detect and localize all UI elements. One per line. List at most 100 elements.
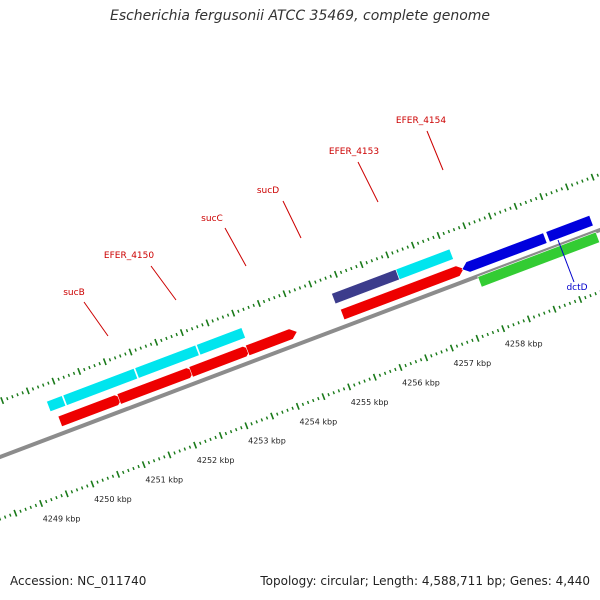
minor-tick: [524, 200, 528, 205]
minor-tick: [545, 193, 548, 197]
major-tick: [590, 173, 595, 181]
minor-tick: [250, 422, 253, 426]
minor-tick: [380, 255, 384, 259]
minor-tick: [34, 503, 38, 508]
minor-tick: [543, 311, 546, 315]
minor-tick: [50, 497, 53, 502]
gene-leader-line: [83, 301, 109, 337]
minor-tick: [106, 476, 110, 480]
gene-label-sucb[interactable]: sucB: [63, 288, 85, 298]
feature-red-10[interactable]: [340, 265, 465, 321]
feature-cyan-3[interactable]: [196, 327, 246, 356]
minor-tick: [55, 495, 58, 500]
minor-tick: [75, 488, 79, 492]
minor-tick: [255, 420, 258, 424]
tick-label: 4256 kbp: [402, 378, 440, 387]
major-tick: [205, 319, 210, 327]
major-tick: [385, 251, 390, 259]
minor-tick: [144, 344, 148, 348]
minor-tick: [201, 323, 204, 327]
gene-label-succ[interactable]: sucC: [201, 214, 223, 224]
minor-tick: [211, 319, 214, 323]
minor-tick: [504, 208, 507, 212]
minor-tick: [96, 480, 99, 484]
feature-blue-11[interactable]: [461, 232, 548, 273]
minor-tick: [350, 266, 353, 271]
gene-label-efer_4150[interactable]: EFER_4150: [104, 251, 154, 261]
minor-tick: [375, 257, 379, 261]
minor-tick: [406, 245, 409, 249]
minor-tick: [568, 301, 572, 306]
gene-label-efer_4153[interactable]: EFER_4153: [329, 147, 379, 157]
minor-tick: [396, 249, 399, 253]
major-tick: [13, 509, 18, 517]
minor-tick: [234, 428, 238, 432]
feature-navy-5[interactable]: [331, 269, 400, 305]
gene-leader-line: [224, 227, 247, 267]
map-title: Escherichia fergusonii ATCC 35469, compl…: [109, 8, 491, 24]
minor-tick: [532, 315, 536, 319]
tick-label: 4251 kbp: [145, 476, 183, 485]
major-tick: [282, 290, 287, 298]
minor-tick: [537, 313, 541, 317]
minor-tick: [67, 373, 71, 377]
tick-label: 4257 kbp: [454, 359, 492, 368]
minor-tick: [276, 412, 279, 416]
minor-tick: [183, 447, 187, 451]
feature-cyan-2[interactable]: [134, 344, 200, 379]
minor-tick: [353, 383, 356, 387]
minor-tick: [301, 402, 305, 407]
minor-tick: [29, 505, 32, 510]
minor-tick: [298, 286, 302, 290]
minor-tick: [242, 307, 245, 311]
major-tick: [270, 412, 275, 420]
major-tick: [359, 261, 364, 269]
minor-tick: [57, 377, 60, 381]
minor-tick: [576, 181, 579, 185]
minor-tick: [499, 210, 502, 214]
feature-red-9[interactable]: [245, 328, 298, 357]
major-tick: [436, 231, 441, 240]
minor-tick: [98, 362, 101, 366]
feature-cyan-0[interactable]: [46, 395, 67, 413]
gene-labels: sucB EFER_4150 sucC sucD EFER_4153 EFER_4154d…: [63, 116, 588, 337]
minor-tick: [147, 461, 151, 465]
minor-tick: [471, 338, 474, 342]
minor-tick: [224, 431, 228, 436]
gene-label-dctd[interactable]: dctD: [566, 283, 587, 293]
minor-tick: [88, 365, 91, 370]
gene-label-efer_4154[interactable]: EFER_4154: [396, 116, 446, 126]
minor-tick: [419, 358, 423, 362]
major-tick: [51, 377, 56, 385]
minor-tick: [229, 429, 233, 434]
feature-cyan-1[interactable]: [62, 368, 139, 406]
feature-blue-12[interactable]: [545, 214, 594, 243]
gene-leader-line: [426, 130, 444, 171]
minor-tick: [416, 241, 420, 245]
minor-tick: [365, 261, 368, 265]
minor-tick: [483, 216, 486, 220]
minor-tick: [83, 367, 86, 372]
minor-tick: [237, 309, 240, 313]
minor-tick: [196, 325, 199, 329]
major-tick: [398, 363, 403, 372]
minor-tick: [21, 391, 24, 395]
minor-tick: [517, 321, 520, 325]
minor-tick: [11, 395, 14, 399]
minor-tick: [573, 299, 577, 304]
minor-tick: [119, 354, 122, 358]
minor-tick: [288, 290, 291, 294]
major-tick: [193, 441, 198, 449]
inner-tick-ring: [0, 290, 600, 521]
minor-tick: [60, 494, 63, 498]
minor-tick: [548, 309, 551, 313]
minor-tick: [344, 268, 348, 273]
minor-tick: [149, 342, 153, 346]
gene-label-sucd[interactable]: sucD: [257, 186, 279, 196]
minor-tick: [440, 350, 443, 354]
minor-tick: [62, 375, 65, 379]
minor-tick: [226, 313, 230, 317]
major-tick: [154, 338, 159, 346]
minor-tick: [363, 379, 366, 383]
